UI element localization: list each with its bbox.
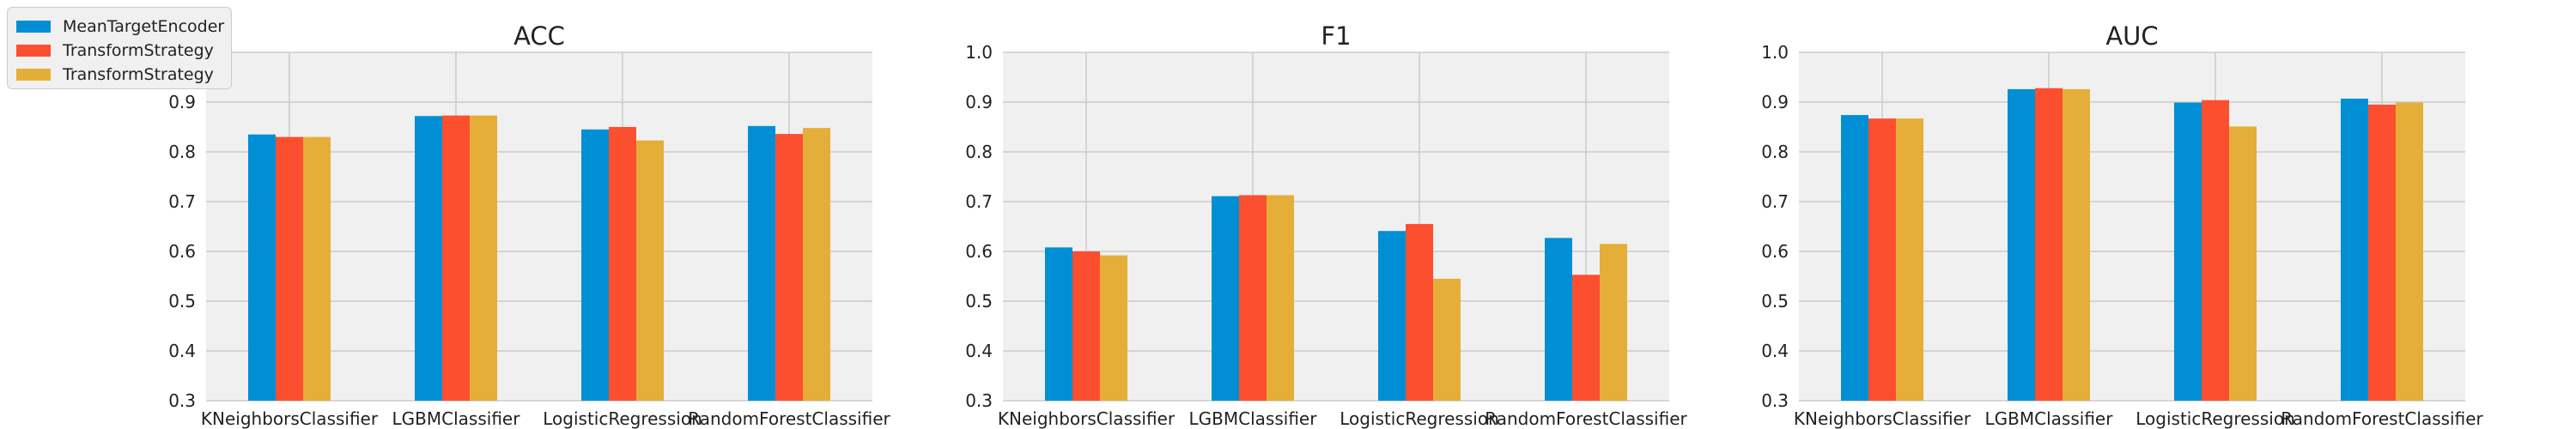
bar-2-1-0 <box>1868 118 1896 401</box>
bar-2-2-1 <box>2063 88 2090 402</box>
bar-2-2-2 <box>2229 126 2257 402</box>
chart-title-2: AUC <box>2105 21 2158 51</box>
chart-legend: MeanTargetEncoder TransformStrategy Tran… <box>7 7 232 89</box>
legend-item-2: TransformStrategy <box>16 63 222 87</box>
x-tick-label-1-0: KNeighborsClassifier <box>998 408 1176 429</box>
y-tick-label-2-7: 1.0 <box>1761 42 1789 63</box>
bar-2-2-0 <box>1896 118 1923 401</box>
y-tick-label-0-0: 0.3 <box>168 390 196 411</box>
x-tick-label-2-0: KNeighborsClassifier <box>1794 408 1971 429</box>
bar-0-1-0 <box>276 136 303 401</box>
bar-1-0-0 <box>1045 247 1072 401</box>
bar-0-0-0 <box>248 134 276 401</box>
bar-0-0-2 <box>581 129 609 401</box>
y-tick-label-1-0: 0.3 <box>965 390 993 411</box>
bar-1-1-2 <box>1406 224 1433 401</box>
bar-2-0-1 <box>2008 88 2035 402</box>
bar-2-2-3 <box>2396 102 2423 401</box>
y-tick-label-2-5: 0.8 <box>1761 142 1789 162</box>
bar-0-2-0 <box>303 136 331 401</box>
bar-2-1-3 <box>2368 104 2396 402</box>
chart-title-1: F1 <box>1321 21 1351 51</box>
bar-2-0-3 <box>2341 98 2368 401</box>
legend-item-1: TransformStrategy <box>16 39 222 63</box>
bar-2-0-2 <box>2174 102 2202 401</box>
y-tick-label-2-4: 0.7 <box>1761 191 1789 212</box>
y-tick-label-2-6: 0.9 <box>1761 92 1789 112</box>
bar-1-1-3 <box>1572 275 1600 401</box>
y-tick-label-2-0: 0.3 <box>1761 390 1789 411</box>
x-tick-label-2-3: RandomForestClassifier <box>2281 408 2483 429</box>
bar-0-2-3 <box>803 128 830 401</box>
legend-item-0: MeanTargetEncoder <box>16 15 225 39</box>
x-tick-label-2-2: LogisticRegression <box>2136 408 2295 429</box>
legend-label-2: TransformStrategy <box>63 65 214 84</box>
y-tick-label-2-3: 0.6 <box>1761 241 1789 262</box>
y-tick-label-1-6: 0.9 <box>965 92 993 112</box>
y-tick-label-1-5: 0.8 <box>965 142 993 162</box>
legend-label-0: MeanTargetEncoder <box>63 17 225 36</box>
bar-1-2-1 <box>1267 195 1294 401</box>
bar-1-1-1 <box>1239 195 1267 401</box>
x-tick-label-1-1: LGBMClassifier <box>1189 408 1318 429</box>
y-tick-label-0-6: 0.9 <box>168 92 196 112</box>
y-tick-label-0-5: 0.8 <box>168 142 196 162</box>
y-tick-label-0-1: 0.4 <box>168 341 196 361</box>
bar-1-0-2 <box>1378 231 1406 401</box>
x-tick-label-1-3: RandomForestClassifier <box>1485 408 1687 429</box>
bar-0-2-2 <box>636 140 664 401</box>
x-tick-label-1-2: LogisticRegression <box>1340 408 1499 429</box>
chart-title-0: ACC <box>513 21 565 51</box>
x-tick-label-0-0: KNeighborsClassifier <box>201 408 379 429</box>
y-tick-label-0-4: 0.7 <box>168 191 196 212</box>
y-tick-label-1-2: 0.5 <box>965 291 993 311</box>
y-tick-label-0-2: 0.5 <box>168 291 196 311</box>
bar-0-1-3 <box>775 134 803 401</box>
bar-0-0-3 <box>748 125 775 401</box>
legend-label-1: TransformStrategy <box>63 41 214 60</box>
y-tick-label-1-1: 0.4 <box>965 341 993 361</box>
bar-1-0-3 <box>1545 238 1572 401</box>
y-tick-label-1-3: 0.6 <box>965 241 993 262</box>
y-tick-label-2-2: 0.5 <box>1761 291 1789 311</box>
x-tick-label-0-1: LGBMClassifier <box>392 408 521 429</box>
bar-2-1-1 <box>2035 88 2063 401</box>
bar-0-2-1 <box>470 115 497 401</box>
legend-swatch-0 <box>16 21 51 33</box>
bar-0-0-1 <box>415 116 442 402</box>
x-tick-label-2-1: LGBMClassifier <box>1985 408 2114 429</box>
bar-1-0-1 <box>1212 196 1239 401</box>
bar-2-1-2 <box>2202 100 2229 402</box>
y-tick-label-2-1: 0.4 <box>1761 341 1789 361</box>
y-tick-label-1-7: 1.0 <box>965 42 993 63</box>
x-tick-label-0-3: RandomForestClassifier <box>688 408 890 429</box>
x-tick-label-0-2: LogisticRegression <box>543 408 702 429</box>
legend-swatch-2 <box>16 69 51 81</box>
bar-1-2-0 <box>1100 255 1127 401</box>
bar-0-1-2 <box>609 127 636 401</box>
y-tick-label-0-3: 0.6 <box>168 241 196 262</box>
legend-swatch-1 <box>16 45 51 57</box>
bar-2-0-0 <box>1841 115 1868 401</box>
bar-1-2-2 <box>1433 278 1461 401</box>
y-tick-label-1-4: 0.7 <box>965 191 993 212</box>
bar-0-1-1 <box>442 115 470 401</box>
bar-1-2-3 <box>1600 244 1627 401</box>
bar-1-1-0 <box>1072 251 1100 401</box>
